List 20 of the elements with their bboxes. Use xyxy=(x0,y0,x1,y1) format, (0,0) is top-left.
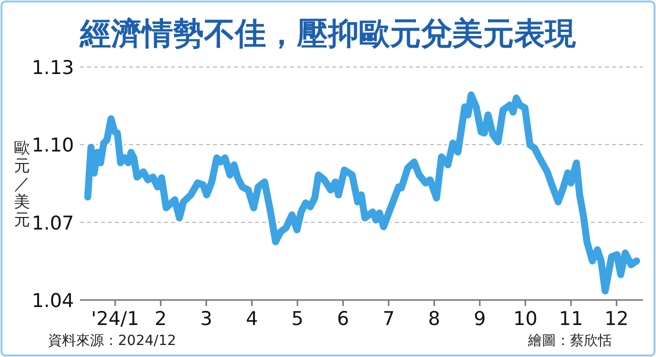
x-tick-label: 2 xyxy=(154,308,167,330)
source-note: 資料來源：2024/12 xyxy=(48,333,176,349)
x-tick-label: 7 xyxy=(382,308,395,330)
x-tick-label: 12 xyxy=(604,308,629,330)
x-tick-label: 6 xyxy=(336,308,350,330)
x-tick-label: '24/1 xyxy=(91,308,140,330)
x-tick-label: 8 xyxy=(428,308,440,330)
x-tick-label: 4 xyxy=(246,308,258,330)
y-tick-label: 1.10 xyxy=(32,134,74,157)
y-tick-label: 1.04 xyxy=(32,290,74,312)
text: 繪圖：蔡欣恬 xyxy=(527,333,612,349)
x-tick-label: 11 xyxy=(558,308,584,330)
x-tick-label: 9 xyxy=(474,308,486,330)
x-tick-label: 3 xyxy=(200,308,212,330)
x-tick-label: 5 xyxy=(291,308,304,330)
y-tick-label: 1.13 xyxy=(32,57,74,79)
y-axis-title: 歐元／美元 xyxy=(14,138,30,229)
chart-title: 經濟情勢不佳，壓抑歐元兌美元表現 xyxy=(79,16,576,52)
x-tick-label: 10 xyxy=(513,308,538,330)
y-tick-label: 1.07 xyxy=(32,212,74,234)
